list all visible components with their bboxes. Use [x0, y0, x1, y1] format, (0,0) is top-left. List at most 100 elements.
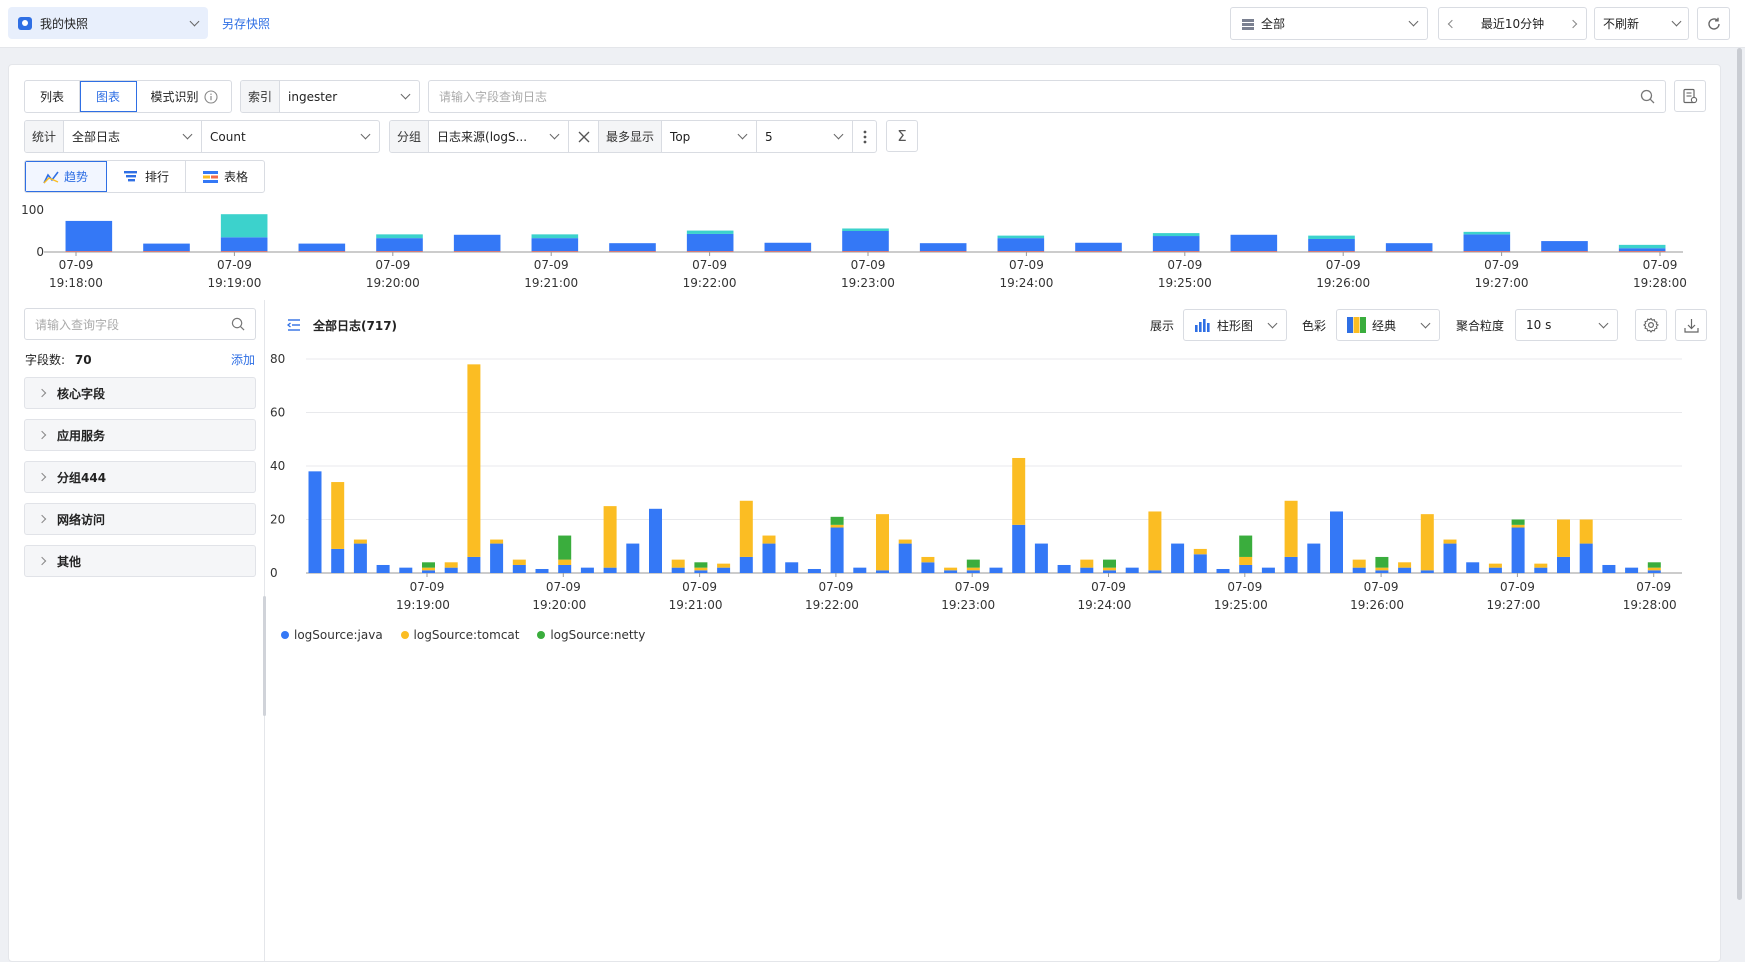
time-range-picker[interactable]: 最近10分钟: [1438, 7, 1587, 40]
stat-scope-select[interactable]: 全部日志: [64, 121, 203, 152]
chevron-right-icon[interactable]: [1568, 19, 1578, 28]
x-tick-label: 19:21:00: [669, 598, 723, 612]
legend-item-tomcat[interactable]: logSource:tomcat: [400, 628, 519, 642]
field-group-label: 其他: [57, 554, 82, 569]
page-scrollbar[interactable]: [1737, 48, 1742, 900]
main-chart[interactable]: 0 20 40 60 80 07-09 19:19:00 07-09 19:20:00 07-09…: [270, 346, 1690, 616]
tab-table-label: 表格: [223, 170, 248, 184]
y-tick-label: 60: [270, 406, 285, 420]
scope-select[interactable]: 全部: [1230, 7, 1428, 40]
download-button[interactable]: [1675, 309, 1707, 341]
save-snapshot-link[interactable]: 另存快照: [222, 17, 271, 31]
chevron-down-icon: [833, 129, 844, 140]
x-tick-label: 07-09: [682, 580, 717, 594]
search-icon[interactable]: [231, 317, 245, 331]
overview-bar: [65, 251, 113, 252]
collapse-sidebar-icon[interactable]: [287, 319, 301, 331]
chevron-down-icon: [1420, 318, 1431, 328]
overview-bar: [143, 251, 190, 252]
stat-func-select[interactable]: Count: [202, 121, 379, 152]
clear-group-button[interactable]: [569, 121, 600, 152]
overview-bar: [298, 251, 346, 252]
overview-bar: [65, 220, 113, 252]
field-group-network[interactable]: 网络访问: [24, 503, 256, 535]
overview-bar: [298, 243, 346, 252]
refresh-button[interactable]: [1697, 7, 1730, 40]
field-group-other[interactable]: 其他: [24, 545, 256, 577]
top-select[interactable]: Top: [662, 121, 758, 152]
legend-item-java[interactable]: logSource:java: [281, 628, 383, 642]
field-group-core[interactable]: 核心字段: [24, 377, 256, 409]
group-field-select[interactable]: 日志来源(logS...: [429, 121, 570, 152]
overview-bar: [1463, 231, 1511, 235]
tab-chart[interactable]: 图表: [80, 81, 137, 112]
overview-bar: [1152, 236, 1200, 252]
top-n-select[interactable]: 5: [757, 121, 854, 152]
stat-select[interactable]: 统计 全部日志 Count: [24, 120, 380, 153]
query-history-button[interactable]: [1674, 80, 1706, 112]
x-tick-label: 19:27:00: [1475, 276, 1529, 290]
y-tick-label: 0: [36, 245, 44, 259]
overview-bar: [1385, 243, 1433, 252]
chart-bar: [830, 524, 844, 528]
search-input[interactable]: 请输入字段查询日志: [428, 80, 1666, 113]
overview-chart[interactable]: 0 100 07-09 19:18:00 07-09 19:19:00 07-09 19:20…: [0, 196, 1745, 298]
more-options-button[interactable]: [853, 121, 876, 152]
chart-bar: [331, 548, 345, 573]
y-tick-label: 80: [270, 352, 285, 366]
x-tick-label: 19:19:00: [396, 598, 450, 612]
x-tick-label: 07-09: [851, 258, 886, 272]
refresh-icon: [1707, 17, 1720, 30]
tab-table[interactable]: 表格: [186, 161, 264, 192]
tab-pattern[interactable]: 模式识别: [137, 81, 231, 112]
x-tick-label: 07-09: [818, 580, 853, 594]
chart-bar: [1125, 567, 1139, 573]
sidebar-resize-handle[interactable]: [263, 596, 266, 716]
chevron-left-icon[interactable]: [1447, 19, 1457, 28]
index-select[interactable]: 索引 ingester: [240, 80, 420, 113]
chevron-right-icon: [37, 556, 47, 566]
tab-list[interactable]: 列表: [25, 81, 80, 112]
y-tick-label: 20: [270, 513, 285, 527]
x-tick-label: 07-09: [534, 258, 569, 272]
overview-bar: [609, 251, 656, 252]
refresh-select[interactable]: 不刷新: [1594, 7, 1689, 40]
chart-bar: [671, 559, 685, 568]
group-label: 分组: [390, 121, 430, 152]
chart-settings-button[interactable]: [1635, 309, 1667, 341]
field-group-app-service[interactable]: 应用服务: [24, 419, 256, 451]
add-field-link[interactable]: 添加: [231, 353, 256, 367]
sigma-button[interactable]: Σ: [886, 120, 918, 152]
chart-bar: [603, 567, 617, 573]
snapshot-select[interactable]: 我的快照: [8, 7, 208, 39]
chart-bar: [490, 539, 504, 544]
tab-trend[interactable]: 趋势: [25, 161, 107, 192]
x-tick-label: 19:26:00: [1350, 598, 1404, 612]
legend-item-netty[interactable]: logSource:netty: [537, 628, 645, 642]
field-search-input[interactable]: 请输入查询字段: [24, 308, 256, 340]
aggregation-select[interactable]: 10 s: [1515, 309, 1618, 341]
field-group-444[interactable]: 分组444: [24, 461, 256, 493]
search-icon[interactable]: [1640, 89, 1655, 104]
legend-dot: [400, 631, 409, 639]
chart-bar: [694, 567, 708, 571]
x-tick-label: 19:28:00: [1633, 276, 1687, 290]
bar-chart-icon: [1195, 319, 1210, 332]
chart-bar: [422, 562, 435, 568]
overview-bar: [1463, 234, 1511, 252]
overview-bar: [1618, 251, 1666, 252]
chevron-down-icon: [1598, 318, 1609, 328]
chart-bar: [1261, 567, 1275, 573]
group-select[interactable]: 分组 日志来源(logS... 最多显示 Top 5: [389, 120, 877, 153]
x-tick-label: 19:26:00: [1316, 276, 1370, 290]
chart-bar: [739, 500, 753, 557]
chevron-down-icon: [360, 129, 371, 140]
display-type-select[interactable]: 柱形图: [1183, 309, 1287, 341]
chart-bar: [649, 508, 662, 573]
display-label: 展示: [1150, 319, 1175, 333]
chart-bar: [694, 562, 708, 568]
chart-bar: [1647, 562, 1661, 568]
color-scheme-select[interactable]: 经典: [1336, 309, 1440, 341]
tab-rank[interactable]: 排行: [107, 161, 186, 192]
chart-bar: [353, 539, 367, 544]
